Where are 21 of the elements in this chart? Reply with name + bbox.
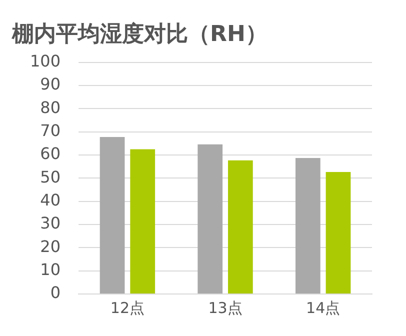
y-tick-label: 80 bbox=[40, 98, 61, 117]
y-tick-label: 60 bbox=[40, 144, 61, 164]
bar bbox=[295, 158, 320, 294]
x-tick-label: 14点 bbox=[306, 298, 340, 317]
y-tick-label: 20 bbox=[40, 236, 61, 256]
x-tick-label: 13点 bbox=[208, 298, 242, 317]
y-tick-label: 50 bbox=[40, 167, 61, 186]
bar bbox=[228, 160, 253, 294]
chart-title: 棚内平均湿度对比（RH） bbox=[11, 20, 268, 47]
y-tick-label: 0 bbox=[50, 283, 61, 302]
bar bbox=[326, 172, 351, 294]
bar bbox=[100, 136, 125, 294]
y-tick-label: 90 bbox=[40, 74, 61, 94]
y-tick-label: 70 bbox=[40, 121, 61, 140]
y-tick-label: 100 bbox=[30, 52, 61, 71]
bar bbox=[198, 144, 223, 294]
y-tick-label: 40 bbox=[40, 190, 61, 210]
y-tick-label: 30 bbox=[40, 214, 61, 233]
x-tick-label: 12点 bbox=[110, 298, 144, 317]
y-tick-label: 10 bbox=[40, 260, 61, 279]
bar bbox=[130, 149, 156, 294]
